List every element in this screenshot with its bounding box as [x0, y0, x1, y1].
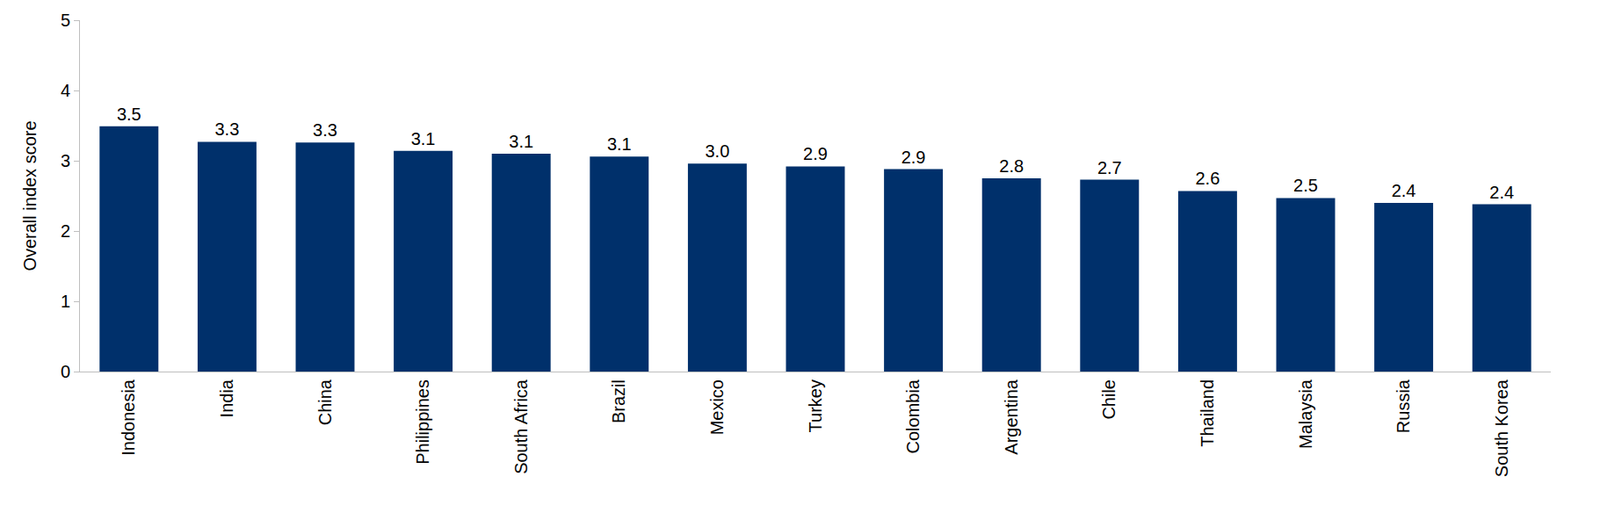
svg-text:2.8: 2.8 [999, 156, 1024, 176]
svg-text:4: 4 [60, 80, 71, 101]
svg-text:3: 3 [60, 151, 71, 171]
svg-text:2.5: 2.5 [1293, 175, 1318, 196]
svg-text:3.3: 3.3 [312, 120, 338, 140]
svg-text:Brazil: Brazil [608, 379, 629, 424]
svg-text:Argentina: Argentina [1001, 378, 1021, 455]
svg-text:0: 0 [60, 361, 71, 382]
svg-text:Chile: Chile [1099, 379, 1119, 420]
svg-text:3.1: 3.1 [607, 134, 632, 154]
svg-text:3.3: 3.3 [214, 119, 239, 139]
svg-text:2.4: 2.4 [1489, 182, 1514, 203]
svg-text:South Africa: South Africa [511, 378, 531, 475]
svg-text:Thailand: Thailand [1197, 379, 1217, 448]
svg-text:3.0: 3.0 [704, 141, 730, 161]
svg-text:Russia: Russia [1393, 378, 1413, 434]
svg-text:Philippines: Philippines [412, 379, 433, 465]
svg-text:Overall index score: Overall index score [20, 120, 40, 271]
svg-text:Indonesia: Indonesia [118, 378, 138, 457]
svg-text:1: 1 [60, 291, 71, 312]
svg-text:India: India [217, 378, 237, 418]
svg-text:Colombia: Colombia [903, 378, 923, 454]
svg-text:Mexico: Mexico [707, 379, 727, 435]
svg-text:3.1: 3.1 [411, 129, 436, 149]
svg-text:2: 2 [60, 221, 71, 241]
svg-text:Turkey: Turkey [805, 379, 826, 433]
svg-text:China: China [315, 378, 335, 426]
svg-text:South Korea: South Korea [1491, 378, 1512, 478]
svg-text:2.4: 2.4 [1391, 180, 1417, 201]
svg-text:2.9: 2.9 [901, 147, 927, 167]
svg-text:3.5: 3.5 [116, 104, 142, 124]
svg-text:2.6: 2.6 [1194, 168, 1220, 189]
svg-text:Malaysia: Malaysia [1295, 378, 1316, 449]
svg-text:5: 5 [60, 10, 71, 30]
svg-text:2.7: 2.7 [1097, 158, 1123, 178]
svg-text:3.1: 3.1 [508, 131, 534, 152]
svg-text:2.9: 2.9 [803, 144, 828, 164]
